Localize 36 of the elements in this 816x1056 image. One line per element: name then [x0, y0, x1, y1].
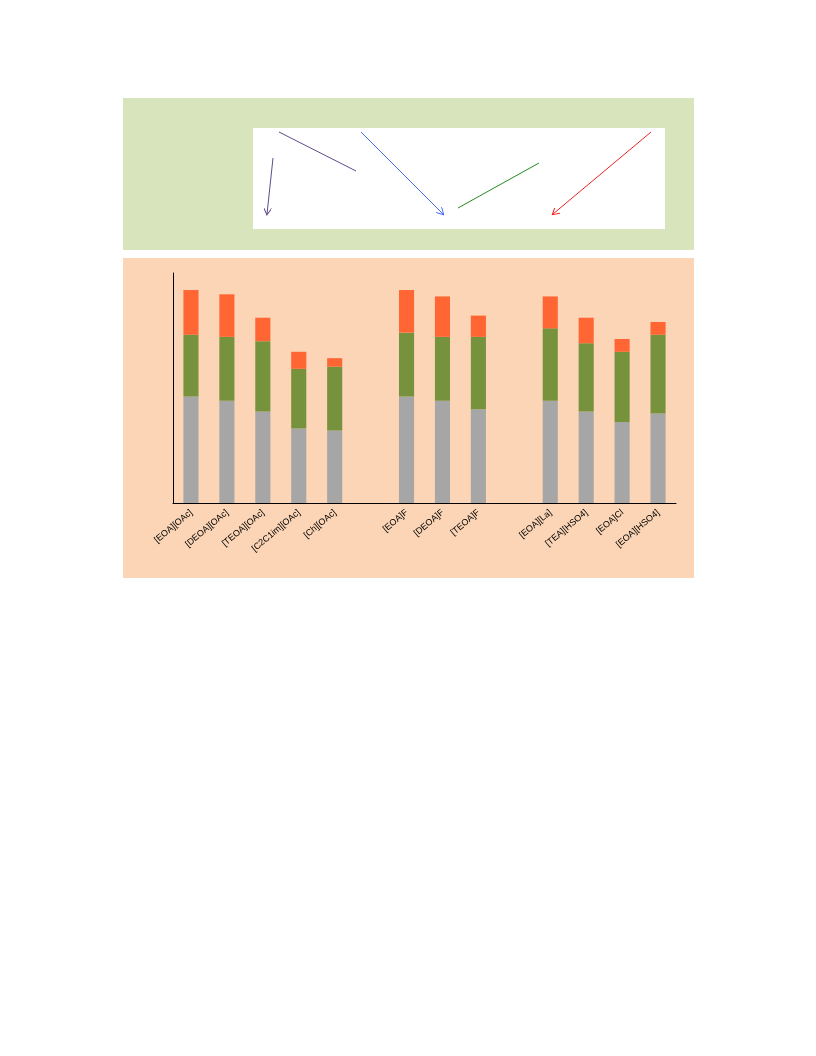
bar [470, 409, 486, 503]
bar [327, 430, 343, 503]
bar [614, 422, 630, 503]
bar [434, 296, 451, 337]
bar [650, 334, 666, 414]
bar [614, 339, 630, 352]
bar [398, 290, 415, 333]
bar [614, 351, 630, 423]
bar [183, 396, 199, 503]
bar [578, 317, 594, 344]
bar [291, 368, 307, 429]
bar [650, 321, 666, 335]
bar [219, 336, 235, 401]
bar [255, 411, 271, 503]
bar [398, 396, 415, 503]
bar [183, 290, 199, 335]
bar [650, 413, 666, 503]
bar [327, 358, 343, 367]
bar [291, 428, 307, 503]
bar [578, 343, 594, 412]
bar [542, 400, 558, 503]
bar [255, 341, 271, 412]
bar [291, 351, 307, 369]
bar [327, 366, 343, 431]
bar [219, 400, 235, 503]
bar [542, 296, 558, 329]
bar [470, 315, 486, 337]
bar [255, 317, 271, 342]
bar [219, 294, 235, 337]
bar [398, 332, 415, 397]
bar [578, 411, 594, 503]
bar [183, 334, 199, 397]
bar [434, 336, 451, 401]
bar [434, 400, 451, 503]
bar [470, 336, 486, 410]
bar [542, 328, 558, 401]
